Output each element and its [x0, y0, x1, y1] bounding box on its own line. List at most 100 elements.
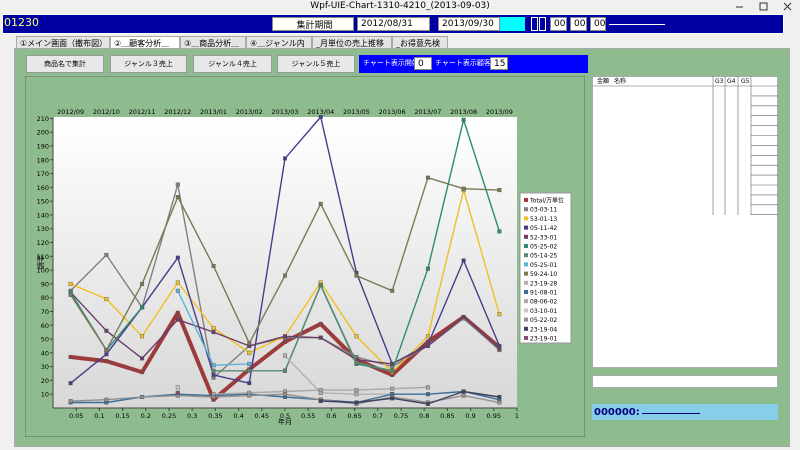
y-tick-label: 120	[37, 239, 49, 247]
button[interactable]: ジャンル５売上	[277, 55, 355, 73]
top-date-label: 2013/04	[307, 108, 334, 116]
legend-label: 91-08-01	[530, 290, 557, 297]
x-tick-label: 0.75	[394, 412, 408, 420]
y-tick-label: 20	[41, 377, 49, 385]
plot-area	[53, 117, 517, 408]
point-marker	[461, 314, 466, 319]
small-field	[531, 17, 538, 31]
window-controls[interactable]	[730, 0, 800, 13]
time-field[interactable]: 00	[550, 17, 567, 31]
start-input[interactable]: 0	[414, 57, 432, 70]
point-marker	[283, 368, 288, 373]
legend-swatch	[524, 280, 528, 285]
close[interactable]	[783, 2, 792, 11]
point-marker	[354, 360, 359, 365]
y-tick-label: 160	[37, 184, 49, 192]
count-input[interactable]: 15	[490, 57, 508, 70]
point-marker	[104, 252, 109, 257]
point-marker	[211, 326, 216, 331]
tab[interactable]: _お得意先検索	[392, 36, 448, 59]
point-marker	[461, 186, 466, 191]
series-line	[320, 390, 500, 405]
start-label: チャート表示開始	[363, 59, 419, 67]
header-code: 01230	[4, 16, 39, 29]
y-tick-label: 190	[37, 142, 49, 150]
point-marker	[140, 334, 145, 339]
y-tick-label: 200	[37, 129, 49, 137]
point-marker	[283, 334, 288, 339]
legend-label: 05-25-01	[530, 262, 557, 269]
data-grid	[592, 76, 778, 368]
point-marker	[175, 317, 180, 322]
x-tick-label: 0.2	[141, 412, 151, 420]
grid-header: 金額	[597, 77, 609, 85]
top-date-label: 2013/07	[414, 108, 441, 116]
start-date[interactable]: 2012/08/31	[357, 17, 430, 31]
button[interactable]: 商品名で集計	[26, 55, 104, 73]
legend-swatch	[524, 326, 528, 331]
button[interactable]: ジャンル４売上	[193, 55, 272, 73]
top-date-label: 2012/12	[164, 108, 191, 116]
point-marker	[104, 352, 109, 357]
legend-swatch	[524, 207, 528, 212]
tab[interactable]: _月単位の売上推移	[312, 36, 392, 48]
point-marker	[211, 372, 216, 377]
time-field[interactable]: 00	[570, 17, 587, 31]
legend-label: 59-24-10	[530, 271, 557, 278]
point-marker	[354, 273, 359, 278]
small-field	[539, 17, 546, 31]
legend-swatch	[524, 299, 528, 304]
tab[interactable]: ②＿顧客分析＿	[110, 36, 180, 48]
top-date-label: 2013/02	[236, 108, 263, 116]
point-marker	[390, 288, 395, 293]
point-marker	[104, 397, 109, 402]
legend-label: 53-01-13	[530, 216, 557, 223]
point-marker	[283, 339, 288, 344]
legend-swatch	[524, 244, 528, 248]
legend-label: 08-06-02	[530, 299, 557, 306]
point-marker	[354, 392, 359, 397]
legend-label: 05-22-02	[530, 317, 557, 324]
legend-label: 05-14-25	[530, 253, 557, 260]
tab[interactable]: ④＿ジャンル内訳	[246, 36, 312, 59]
y-tick-label: 10	[41, 391, 49, 399]
y-tick-label: 90	[41, 280, 49, 288]
status-bar	[592, 404, 778, 420]
point-marker	[497, 346, 502, 351]
point-marker	[461, 389, 466, 394]
grid-header: G5	[741, 78, 750, 85]
y-tick-label: 140	[37, 211, 49, 219]
point-marker	[247, 393, 252, 398]
tab[interactable]: ③＿商品分析＿	[180, 36, 246, 48]
x-tick-label: 0.7	[373, 412, 383, 420]
legend-label: 03-10-01	[530, 308, 557, 315]
legend-label: 23-19-28	[530, 280, 557, 287]
point-marker	[140, 394, 145, 399]
series-line	[284, 355, 393, 395]
time-field[interactable]: 00	[590, 17, 606, 31]
button[interactable]: ジャンル３売上	[110, 55, 187, 73]
point-marker	[247, 361, 252, 366]
point-marker	[425, 385, 430, 390]
tab[interactable]: ①メイン画面（撒布図）	[16, 36, 110, 48]
x-tick-label: 0.4	[233, 412, 243, 420]
legend-swatch	[524, 253, 528, 258]
grid-header: G3	[715, 78, 724, 85]
grid-lines: 金額 名称 G3 G4 G5	[593, 76, 778, 215]
y-tick-label: 110	[37, 253, 49, 261]
top-date-label: 2012/11	[129, 108, 156, 116]
point-marker	[283, 156, 288, 161]
y-tick-label: 180	[37, 156, 49, 164]
point-marker	[461, 258, 466, 263]
point-marker	[104, 297, 109, 302]
end-date[interactable]: 2013/09/30	[438, 17, 500, 31]
text-input[interactable]	[592, 375, 778, 388]
point-marker	[354, 400, 359, 405]
x-tick-label: 0.95	[487, 412, 501, 420]
point-marker	[68, 381, 73, 386]
point-marker	[318, 388, 323, 393]
top-date-label: 2013/05	[343, 108, 370, 116]
point-marker	[104, 348, 109, 353]
maximize[interactable]	[759, 2, 768, 11]
legend	[519, 192, 572, 344]
